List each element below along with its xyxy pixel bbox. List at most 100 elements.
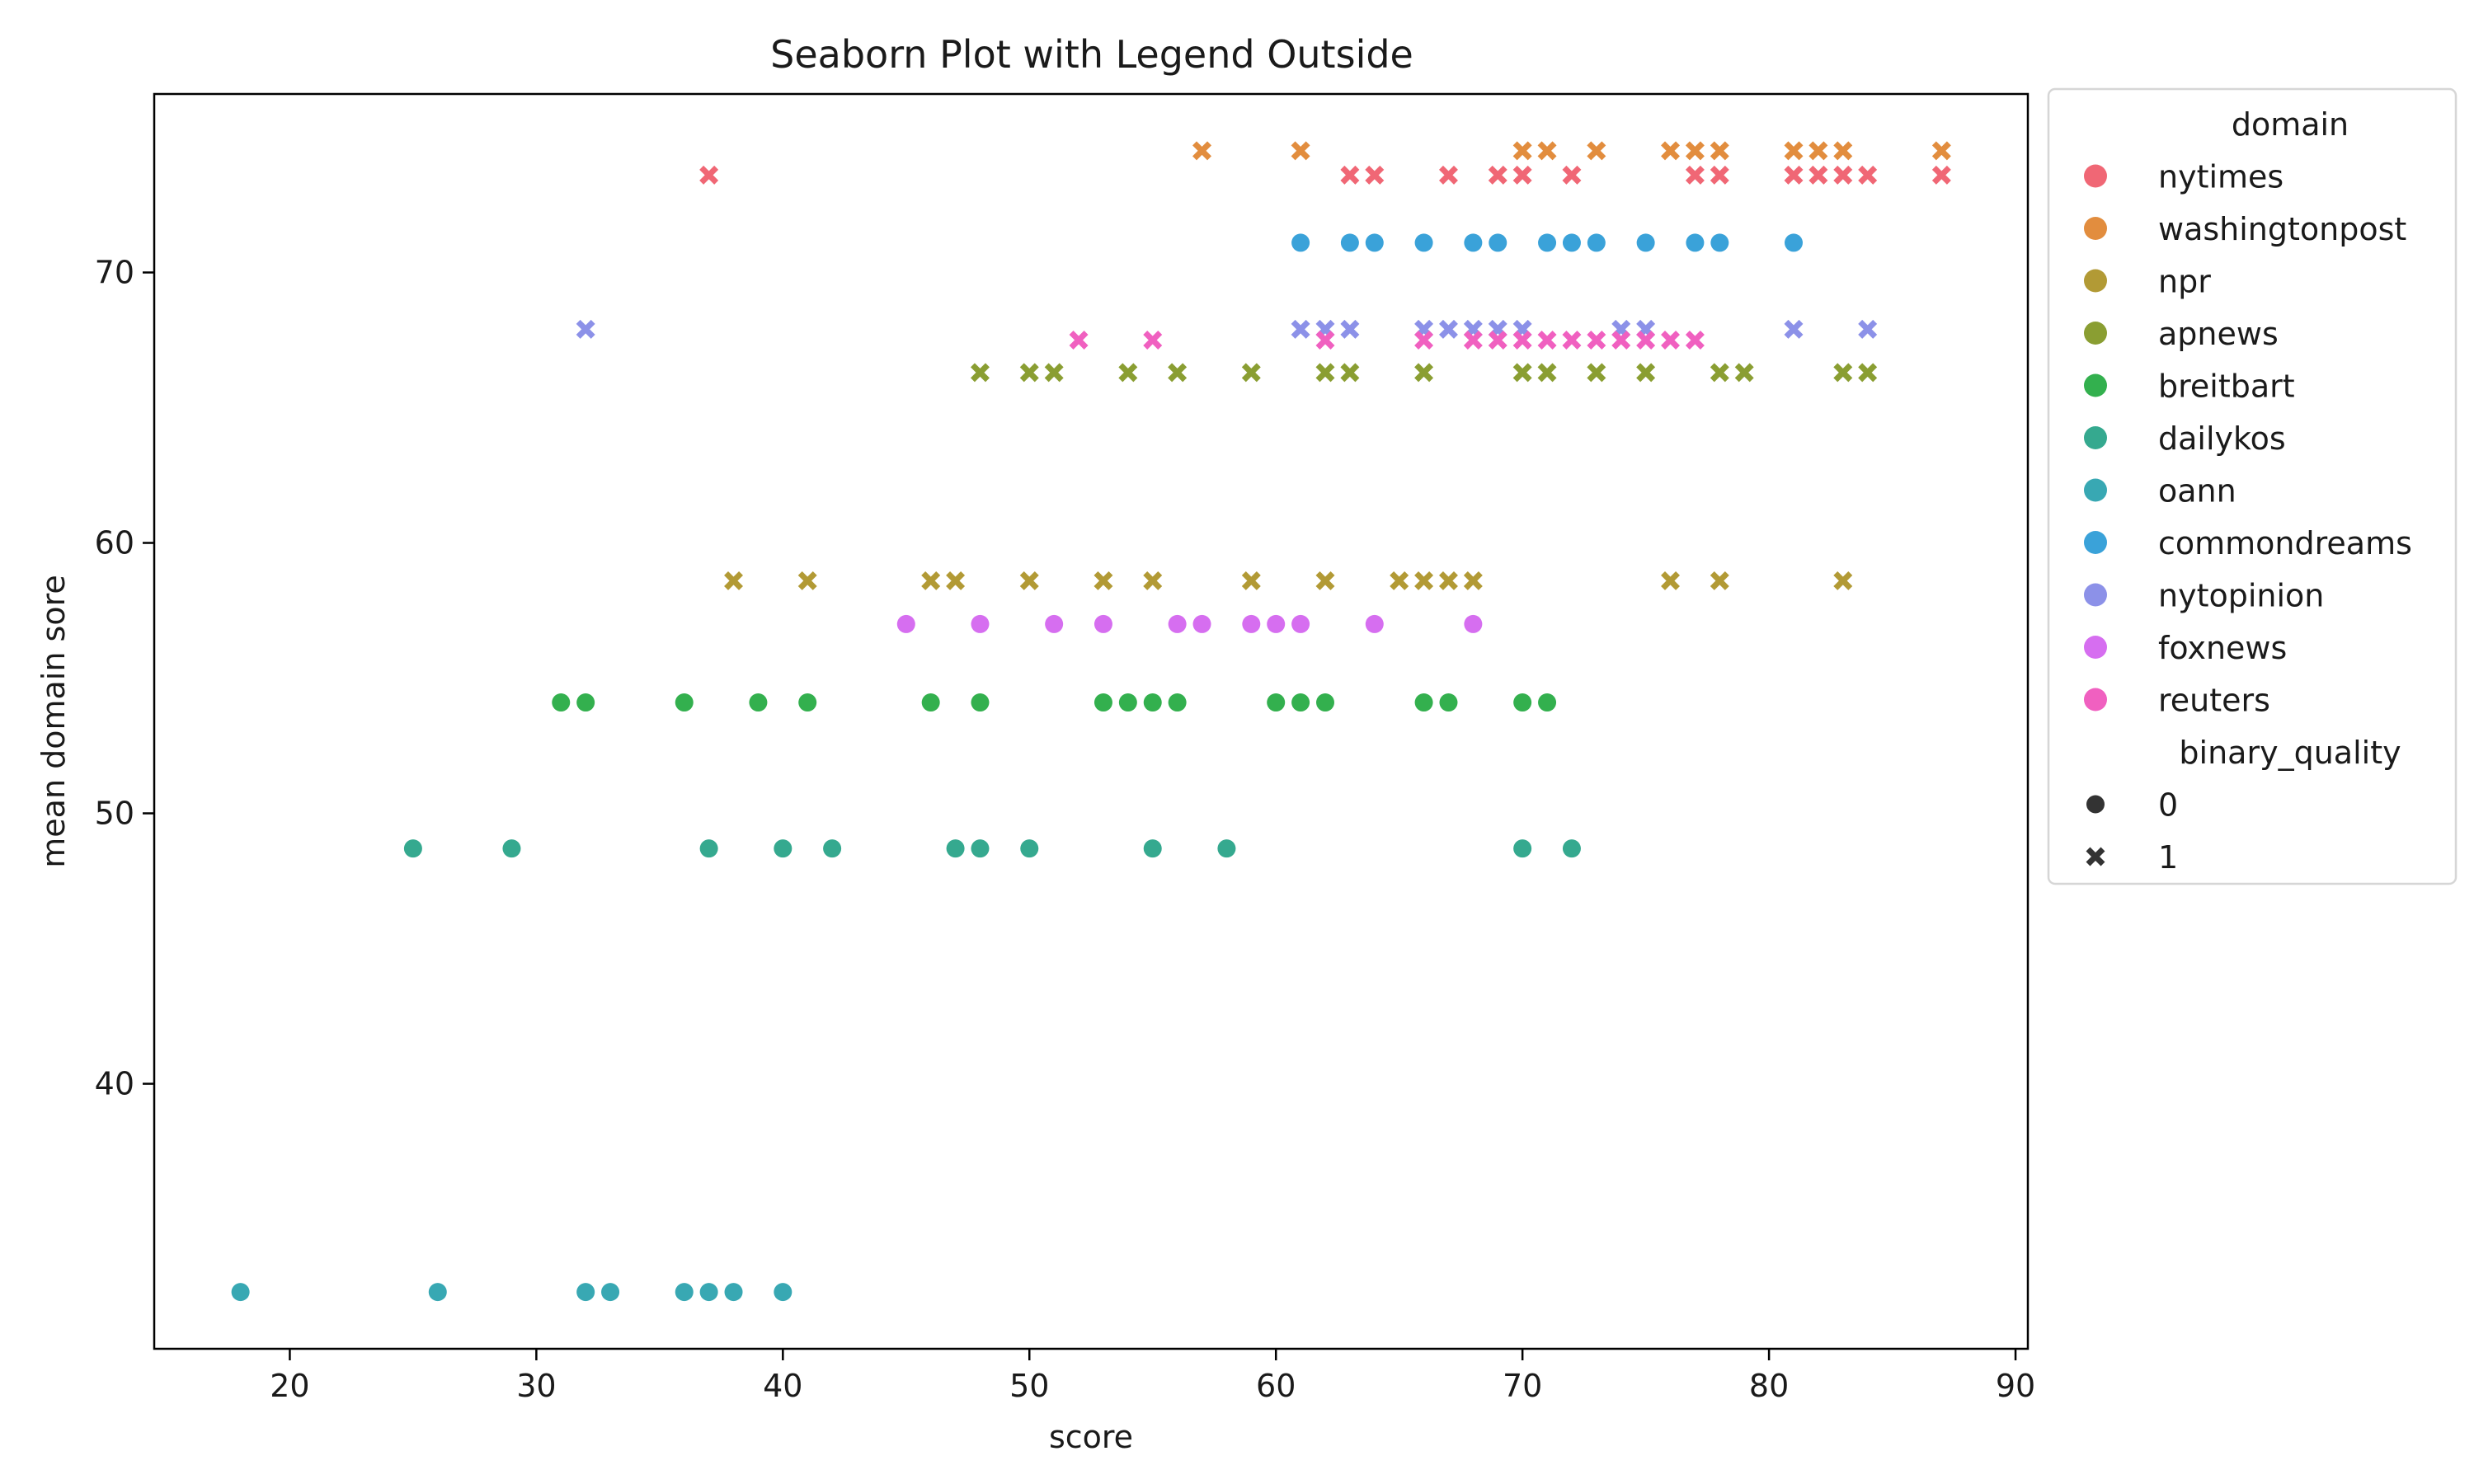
point-oann xyxy=(601,1283,620,1302)
legend-marker-reuters xyxy=(2084,688,2107,711)
point-breitbart xyxy=(1267,693,1286,712)
point-reuters xyxy=(1414,331,1434,350)
point-breitbart xyxy=(675,693,694,712)
point-apnews xyxy=(1512,363,1532,383)
point-commondreams xyxy=(1686,233,1705,252)
point-npr xyxy=(1143,571,1163,590)
point-washingtonpost xyxy=(1685,141,1705,161)
point-apnews xyxy=(1587,363,1606,383)
point-npr xyxy=(1094,571,1113,590)
point-commondreams xyxy=(1365,233,1384,252)
point-apnews xyxy=(1537,363,1557,383)
point-apnews xyxy=(1118,363,1138,383)
legend-label-npr: npr xyxy=(2158,264,2211,300)
point-commondreams xyxy=(1710,233,1729,252)
point-oann xyxy=(675,1283,694,1302)
point-breitbart xyxy=(798,693,817,712)
point-washingtonpost xyxy=(1291,141,1310,161)
point-npr xyxy=(946,571,966,590)
point-nytimes xyxy=(1340,165,1360,185)
point-reuters xyxy=(1587,331,1606,350)
x-tick-label: 80 xyxy=(1749,1368,1789,1404)
point-oann xyxy=(699,1283,718,1302)
point-npr xyxy=(1710,571,1729,590)
y-axis: 40 50 60 70 xyxy=(95,254,154,1102)
point-npr xyxy=(1019,571,1039,590)
point-nytopinion xyxy=(1858,319,1878,339)
point-dailykos xyxy=(971,839,990,858)
point-apnews xyxy=(1833,363,1853,383)
point-reuters xyxy=(1611,331,1631,350)
point-apnews xyxy=(1636,363,1656,383)
legend-marker-oann xyxy=(2084,478,2107,502)
y-tick-label: 70 xyxy=(95,254,134,290)
legend-marker-0 xyxy=(2086,795,2105,814)
point-nytimes xyxy=(1685,165,1705,185)
x-tick-label: 20 xyxy=(270,1368,309,1404)
legend-label-1: 1 xyxy=(2158,839,2178,876)
series-foxnews xyxy=(896,614,1483,633)
point-apnews xyxy=(1315,363,1335,383)
plot-marks xyxy=(231,141,1951,1302)
point-nytopinion xyxy=(1340,319,1360,339)
point-foxnews xyxy=(1045,614,1064,633)
point-foxnews xyxy=(1464,614,1483,633)
point-washingtonpost xyxy=(1512,141,1532,161)
point-foxnews xyxy=(1291,614,1310,633)
point-dailykos xyxy=(699,839,718,858)
point-commondreams xyxy=(1538,233,1557,252)
point-foxnews xyxy=(1168,614,1187,633)
point-npr xyxy=(797,571,817,590)
series-washingtonpost xyxy=(1192,141,1951,161)
point-breitbart xyxy=(971,693,990,712)
x-tick-label: 60 xyxy=(1256,1368,1296,1404)
point-nytimes xyxy=(1784,165,1804,185)
point-commondreams xyxy=(1464,233,1483,252)
point-apnews xyxy=(1340,363,1360,383)
point-apnews xyxy=(1858,363,1878,383)
y-axis-label: mean domain sore xyxy=(35,575,72,867)
legend-label-nytimes: nytimes xyxy=(2158,159,2284,195)
legend-marker-1 xyxy=(2086,847,2105,866)
point-dailykos xyxy=(823,839,842,858)
point-npr xyxy=(921,571,941,590)
legend-label-dailykos: dailykos xyxy=(2158,420,2286,457)
point-washingtonpost xyxy=(1931,141,1951,161)
x-axis-label: score xyxy=(1049,1419,1133,1455)
point-nytimes xyxy=(1365,165,1385,185)
point-nytimes xyxy=(1931,165,1951,185)
legend-label-oann: oann xyxy=(2158,473,2236,510)
point-reuters xyxy=(1463,331,1483,350)
point-breitbart xyxy=(921,693,940,712)
point-dailykos xyxy=(774,839,793,858)
point-nytopinion xyxy=(1438,319,1458,339)
series-breitbart xyxy=(552,693,1557,712)
legend-frame xyxy=(2047,87,2458,885)
point-reuters xyxy=(1562,331,1582,350)
legend-marker-dailykos xyxy=(2084,426,2107,449)
point-nytimes xyxy=(699,165,719,185)
point-nytimes xyxy=(1438,165,1458,185)
point-foxnews xyxy=(1242,614,1261,633)
point-reuters xyxy=(1488,331,1507,350)
point-apnews xyxy=(1168,363,1188,383)
point-foxnews xyxy=(1267,614,1286,633)
point-dailykos xyxy=(1562,839,1581,858)
legend-title-binary-quality: binary_quality xyxy=(2179,735,2401,771)
point-apnews xyxy=(1019,363,1039,383)
series-dailykos xyxy=(403,839,1581,858)
point-breitbart xyxy=(1414,693,1433,712)
point-breitbart xyxy=(1143,693,1162,712)
series-npr xyxy=(724,571,1853,590)
legend-label-commondreams: commondreams xyxy=(2158,525,2412,561)
point-apnews xyxy=(1241,363,1261,383)
legend-marker-nytopinion xyxy=(2084,583,2107,607)
y-tick-label: 60 xyxy=(95,525,134,561)
point-dailykos xyxy=(1143,839,1162,858)
point-breitbart xyxy=(1439,693,1458,712)
point-reuters xyxy=(1661,331,1681,350)
plot-area-frame xyxy=(153,92,2030,1350)
legend-label-foxnews: foxnews xyxy=(2158,630,2287,666)
point-nytimes xyxy=(1833,165,1853,185)
legend-marker-foxnews xyxy=(2084,636,2107,659)
